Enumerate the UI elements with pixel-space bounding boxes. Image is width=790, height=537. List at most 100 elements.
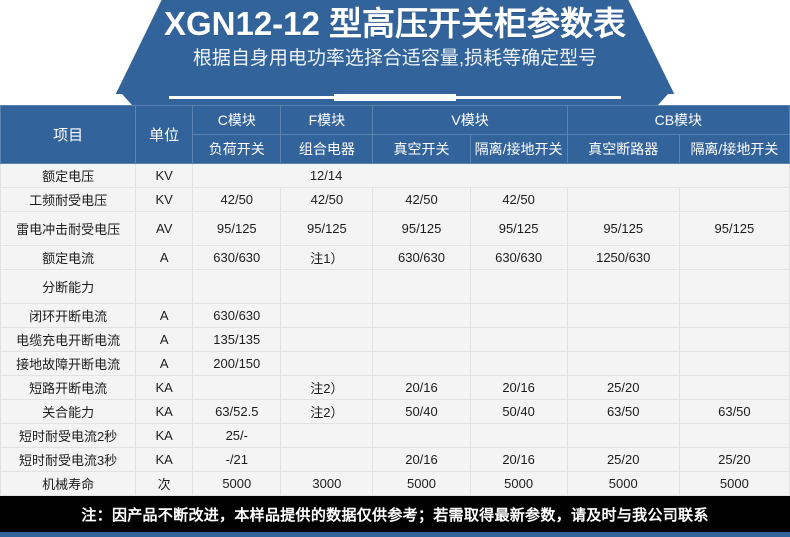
row-value: 5000 [678,471,790,496]
row-value [280,423,374,448]
row-value [678,245,790,270]
header-item: 项目 [0,105,137,164]
table-row: 电缆充电开断电流 A 135/135 [0,327,790,352]
row-value [372,423,471,448]
row-value: 5000 [469,471,568,496]
row-value [678,351,790,376]
row-unit: A [135,303,194,328]
row-value: 42/50 [372,187,471,212]
table-row: 机械寿命次 5000 3000 5000 5000 5000 5000 [0,471,790,496]
row-unit: KV [135,187,194,212]
row-value: 95/125 [678,211,790,246]
row-label: 分断能力 [0,269,137,304]
row-unit: A [135,327,194,352]
row-label: 工频耐受电压 [0,187,137,212]
table-row: 工频耐受电压 KV 42/50 42/50 42/50 42/50 [0,187,790,212]
row-unit: A [135,245,194,270]
row-value [678,187,790,212]
row-value: 630/630 [192,245,282,270]
row-value: 25/20 [566,375,680,400]
row-value: 20/16 [469,447,568,472]
row-value [280,447,374,472]
row-label: 雷电冲击耐受电压 [0,211,137,246]
header-group-c: C模块 [192,105,282,135]
table-row: 雷电冲击耐受电压 AV 95/125 95/125 95/125 95/125 95/125… [0,211,790,246]
table-row: 接地故障开断电流 A 200/150 [0,351,790,376]
row-value: 25/20 [566,447,680,472]
row-value: 42/50 [192,187,282,212]
header-unit: 单位 [135,105,194,164]
row-unit: KA [135,399,194,424]
table-row: 额定电流 A 630/630 注1） 630/630 630/630 1250/630 [0,245,790,270]
page-subtitle: 根据自身用电功率选择合适容量,损耗等确定型号 [192,48,598,69]
row-unit: AV [135,211,194,246]
header-sub-load-switch: 负荷开关 [192,134,282,164]
row-value [678,423,790,448]
row-value: 50/40 [469,399,568,424]
row-value [566,187,680,212]
row-unit: A [135,351,194,376]
row-value: 95/125 [469,211,568,246]
row-value: 注1） [280,245,374,270]
spec-table-body: 额定电压 KV 12/14 工频耐受电压 KV 42/50 42/50 42/50 42/50 雷… [0,163,790,496]
row-value [469,269,568,304]
row-value: 630/630 [469,245,568,270]
row-value: 95/125 [372,211,471,246]
row-value [469,423,568,448]
banner: XGN12-12 型高压开关柜参数表 根据自身用电功率选择合适容量,损耗等确定型… [0,0,790,105]
row-value: 95/125 [280,211,374,246]
row-label: 短时耐受电流2秒 [0,423,137,448]
row-value: 630/630 [192,303,282,328]
row-value: 95/125 [192,211,282,246]
footer-note: 注：因产品不断改进，本样品提供的数据仅供参考；若需取得最新参数，请及时与我公司联… [0,496,790,532]
row-value: 5000 [192,471,282,496]
row-value [280,303,374,328]
row-value: 42/50 [280,187,374,212]
row-value [280,351,374,376]
header-group-cb: CB模块 [566,105,790,135]
banner-divider-rule [169,96,621,99]
row-value [678,269,790,304]
row-value: 135/135 [192,327,282,352]
row-value: 注2） [280,375,374,400]
table-header-row-top: 项目 单位 C模块 F模块 V模块 CB模块 [0,105,790,164]
row-value: 25/- [192,423,282,448]
row-value: 20/16 [372,375,471,400]
row-label: 接地故障开断电流 [0,351,137,376]
row-unit: KV [135,163,194,188]
row-value: 95/125 [566,211,680,246]
row-label: 机械寿命 [0,471,137,496]
row-unit: KA [135,447,194,472]
row-value [678,375,790,400]
header-sub-isolation-earthing-switch-cb: 隔离/接地开关 [678,134,790,164]
row-label: 短时耐受电流3秒 [0,447,137,472]
table-header-row-sub: 负荷开关 组合电器 真空开关 隔离/接地开关 真空断路器 隔离/接地开关 [1,134,790,164]
row-label: 关合能力 [0,399,137,424]
row-label: 闭环开断电流 [0,303,137,328]
footer-accent-bar [0,532,790,537]
row-value: 5000 [372,471,471,496]
row-value [469,351,568,376]
row-value [372,269,471,304]
header-group-v: V模块 [372,105,568,135]
header-sub-vacuum-switch: 真空开关 [372,134,471,164]
row-value: 63/52.5 [192,399,282,424]
row-value: 42/50 [469,187,568,212]
row-label: 短路开断电流 [0,375,137,400]
row-value [566,423,680,448]
row-value [280,269,374,304]
row-value: 注2） [280,399,374,424]
row-value-merged: 12/14 [192,163,790,188]
row-value [566,351,680,376]
table-row: 关合能力 KA 63/52.5 注2） 50/40 50/40 63/50 63/50 [0,399,790,424]
row-value [192,269,282,304]
table-row: 额定电压 KV 12/14 [0,163,790,188]
row-unit: KA [135,375,194,400]
row-value: 63/50 [566,399,680,424]
row-unit: KA [135,423,194,448]
row-value: 630/630 [372,245,471,270]
row-value: 25/20 [678,447,790,472]
row-label: 电缆充电开断电流 [0,327,137,352]
row-value [566,303,680,328]
row-value [469,327,568,352]
